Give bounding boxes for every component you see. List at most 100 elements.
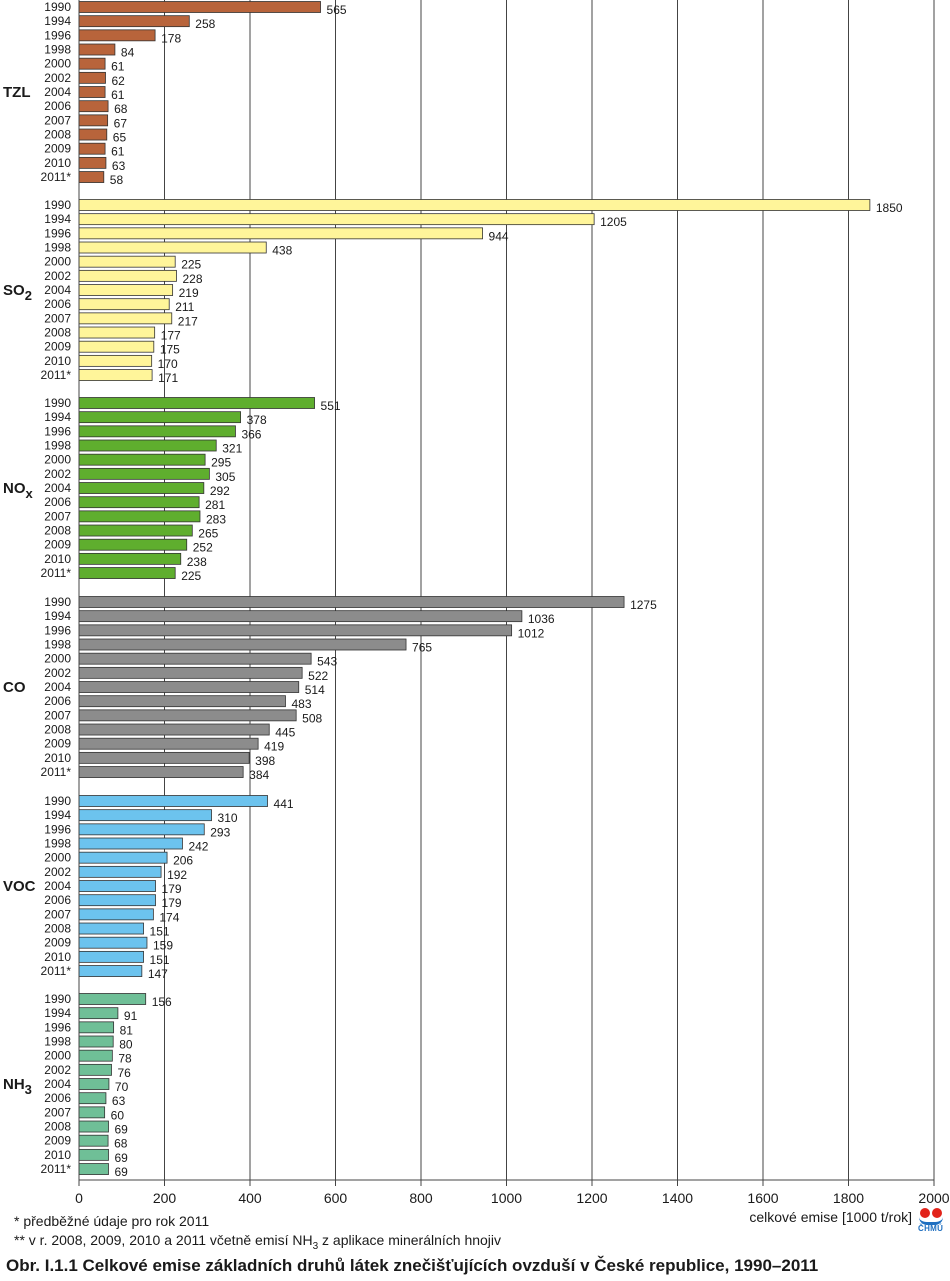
bar	[78, 15, 190, 28]
bar	[78, 284, 174, 296]
year-label: 2004	[44, 85, 71, 99]
value-label: 1275	[630, 598, 657, 612]
year-label: 1990	[44, 198, 71, 212]
bar	[78, 993, 147, 1005]
x-tick-label: 2000	[918, 1190, 949, 1206]
value-label: 765	[412, 641, 432, 655]
bar	[78, 1092, 107, 1105]
x-tick-label: 800	[409, 1190, 433, 1206]
year-label: 2000	[44, 1049, 71, 1063]
bar	[78, 837, 183, 850]
bar	[78, 737, 259, 750]
value-label: 508	[302, 711, 322, 725]
bar	[78, 467, 210, 480]
year-label: 2006	[44, 495, 71, 509]
bar	[78, 1134, 109, 1147]
year-label: 2009	[44, 142, 71, 156]
bar	[78, 57, 106, 70]
pollutant-label: SO2	[3, 282, 32, 303]
bar	[78, 567, 176, 579]
footnote-nh3-suffix: z aplikace minerálních hnojiv	[318, 1232, 502, 1248]
value-label: 80	[119, 1038, 133, 1052]
chart-title: Obr. I.1.1 Celkové emise základních druh…	[6, 1256, 819, 1275]
year-label: 2007	[44, 1105, 71, 1119]
year-label: 2000	[44, 57, 71, 71]
pollutant-label-subscript: 2	[25, 288, 32, 303]
bar	[78, 71, 106, 84]
pollutant-label: VOC	[3, 878, 36, 895]
year-label: 1994	[44, 212, 71, 226]
year-label: 1990	[44, 595, 71, 609]
bar	[78, 936, 148, 949]
year-label: 2008	[44, 922, 71, 936]
year-label: 2010	[44, 354, 71, 368]
bar	[78, 425, 236, 438]
value-label: 238	[187, 555, 207, 569]
bar	[78, 1063, 112, 1076]
value-label: 156	[152, 995, 172, 1009]
year-label: 2009	[44, 340, 71, 354]
bar	[78, 908, 154, 921]
bar	[78, 666, 303, 679]
year-label: 2000	[44, 851, 71, 865]
value-label: 225	[181, 258, 201, 272]
year-label: 2010	[44, 950, 71, 964]
value-label: 60	[111, 1108, 125, 1122]
year-label: 2011*	[41, 170, 72, 184]
year-label: 2007	[44, 907, 71, 921]
year-label: 1996	[44, 28, 71, 42]
bar	[78, 709, 297, 722]
x-tick-label: 1000	[491, 1190, 522, 1206]
value-label: 63	[112, 1094, 126, 1108]
year-label: 1990	[44, 794, 71, 808]
value-label: 258	[195, 17, 215, 31]
grid-lines	[164, 0, 935, 1180]
value-label: 69	[114, 1123, 128, 1137]
year-label: 2002	[44, 71, 71, 85]
pollutant-label-subscript: x	[26, 486, 34, 501]
bar	[78, 922, 144, 935]
year-label: 1994	[44, 14, 71, 28]
year-label: 1990	[44, 396, 71, 410]
year-label: 2006	[44, 694, 71, 708]
value-label: 68	[114, 102, 128, 116]
value-label: 65	[113, 131, 127, 145]
footnote-nh3-prefix: ** v r. 2008, 2009, 2010 a 2011 včetně e…	[14, 1232, 313, 1248]
pollutant-label: CO	[3, 679, 26, 696]
bar	[78, 1021, 115, 1034]
value-label: 1036	[528, 612, 555, 626]
bar	[78, 213, 595, 226]
year-label: 2009	[44, 737, 71, 751]
value-label: 252	[193, 541, 213, 555]
bar	[78, 369, 153, 381]
value-label: 177	[161, 329, 181, 343]
footnote-preliminary: * předběžné údaje pro rok 2011	[14, 1213, 210, 1229]
year-label: 2008	[44, 723, 71, 737]
value-label: 76	[117, 1066, 131, 1080]
bar	[78, 1148, 109, 1161]
year-label: 2011*	[41, 368, 72, 382]
footnote-nh3-sub: 3	[312, 1240, 319, 1252]
value-label: 438	[272, 244, 292, 258]
value-label: 78	[118, 1052, 132, 1066]
value-label: 151	[150, 953, 170, 967]
bar	[78, 538, 188, 551]
year-label: 2002	[44, 269, 71, 283]
year-label: 1996	[44, 822, 71, 836]
value-label: 265	[198, 527, 218, 541]
value-label: 69	[114, 1165, 128, 1179]
year-label: 2008	[44, 326, 71, 340]
bar	[78, 766, 244, 778]
value-label: 61	[111, 88, 125, 102]
bar	[78, 795, 268, 807]
footnote-nh3: ** v r. 2008, 2009, 2010 a 2011 včetně e…	[14, 1232, 501, 1252]
year-label: 2000	[44, 453, 71, 467]
value-label: 159	[153, 939, 173, 953]
value-label: 514	[305, 683, 325, 697]
year-label: 2002	[44, 865, 71, 879]
bar	[78, 241, 267, 254]
year-label: 2000	[44, 652, 71, 666]
x-tick-label: 400	[238, 1190, 262, 1206]
bar	[78, 510, 201, 523]
year-label: 2011*	[41, 765, 72, 779]
